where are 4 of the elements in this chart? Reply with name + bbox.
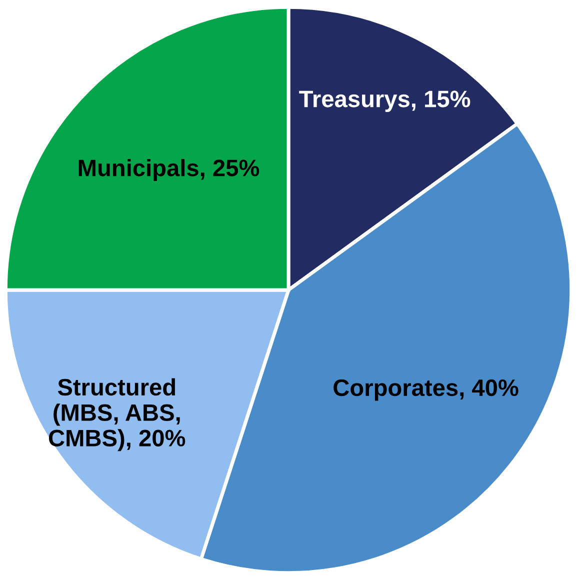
slice-label: Municipals, 25% xyxy=(78,158,260,182)
slice-label: Corporates, 40% xyxy=(334,379,518,401)
slice-label: Treasurys, 15% xyxy=(299,90,470,112)
slice-label: Structured (MBS, ABS, CMBS), 20% xyxy=(48,378,186,452)
